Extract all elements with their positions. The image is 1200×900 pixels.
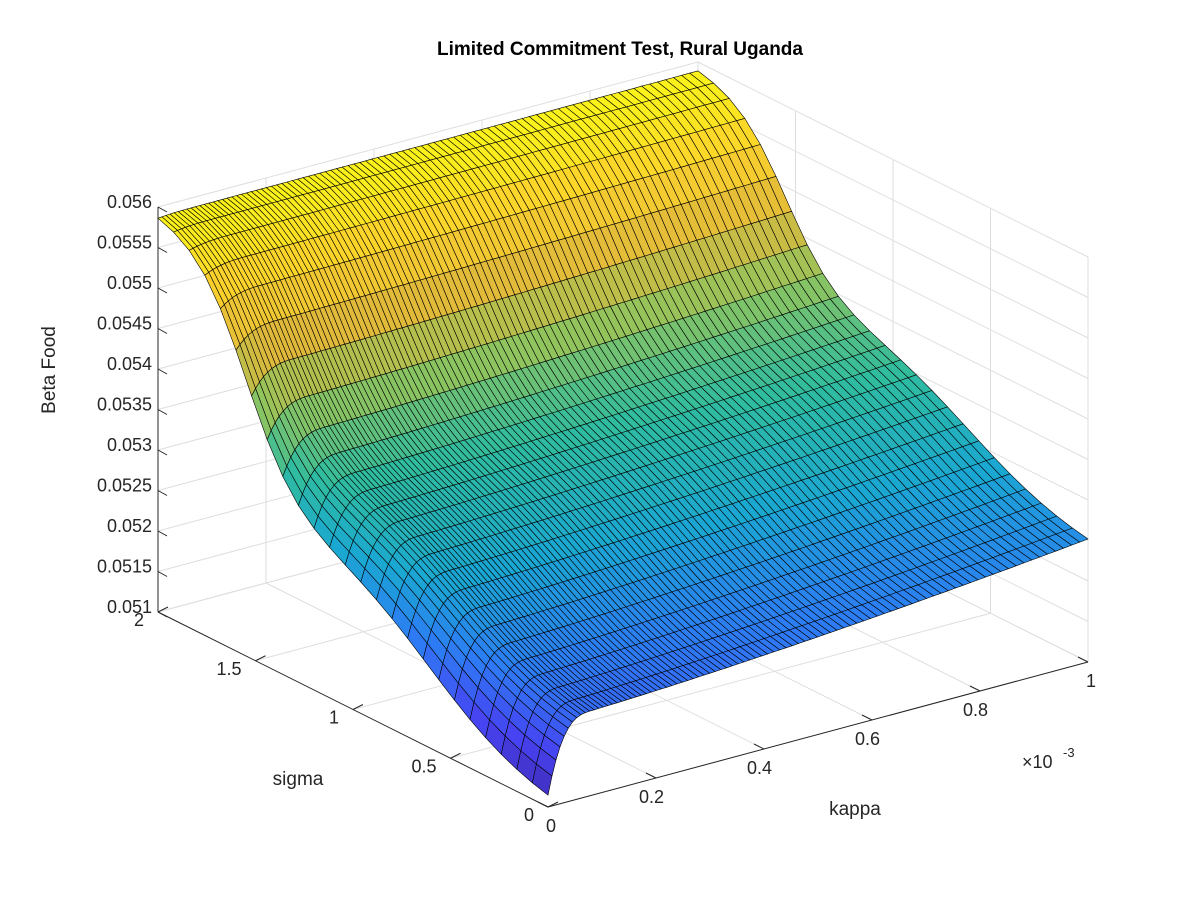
x-tick-mark	[645, 772, 657, 779]
z-tick-label: 0.056	[107, 192, 152, 212]
z-tick-label: 0.055	[107, 273, 152, 293]
z-tick-label: 0.054	[107, 354, 152, 374]
z-tick-mark	[157, 287, 168, 294]
y-tick-mark	[450, 752, 461, 759]
z-tick-label: 0.0545	[97, 314, 152, 334]
surface-layer	[157, 70, 1089, 796]
x-exponent-base: ×10	[1022, 752, 1053, 772]
x-tick-label: 0.8	[963, 700, 988, 720]
y-tick-label: 2	[134, 610, 144, 630]
x-tick-label: 0.6	[855, 729, 880, 749]
grid-line-side-z	[697, 102, 1089, 298]
y-tick-label: 0	[524, 805, 534, 825]
grid-line-side-z	[697, 61, 1089, 258]
y-tick-mark	[157, 606, 169, 613]
axis-layer: 0 0.2 0.4 0.6 0.8 1 0 0.5 1 1.5 20.051 0.0515 0.052 0…	[97, 192, 1096, 836]
x-axis-exponent: ×10 -3	[1022, 745, 1075, 772]
x-tick-label: 0.4	[747, 758, 772, 778]
grid-line-back-z	[157, 61, 699, 208]
z-tick-mark	[157, 328, 168, 334]
z-tick-label: 0.0555	[97, 233, 152, 253]
x-tick-label: 1	[1086, 671, 1096, 691]
y-tick-mark	[352, 704, 364, 710]
y-axis-label: sigma	[273, 769, 324, 790]
x-tick-mark	[969, 685, 981, 692]
chart-title: Limited Commitment Test, Rural Uganda	[437, 39, 803, 60]
z-tick-mark	[157, 449, 168, 456]
z-axis-label: Beta Food	[39, 326, 60, 414]
x-axis-label: kappa	[829, 799, 881, 820]
x-tick-mark	[753, 743, 765, 750]
x-tick-mark	[861, 714, 873, 721]
x-axis-line	[547, 661, 1089, 808]
z-tick-label: 0.053	[107, 435, 152, 455]
z-tick-mark	[157, 368, 168, 375]
surface-patch	[1063, 527, 1089, 543]
z-tick-mark	[157, 206, 168, 213]
z-tick-label: 0.051	[107, 597, 152, 617]
z-tick-label: 0.0525	[97, 476, 152, 496]
y-tick-label: 1.5	[216, 659, 241, 679]
y-tick-mark	[255, 655, 266, 662]
z-tick-mark	[157, 247, 168, 253]
z-tick-mark	[157, 611, 168, 618]
y-tick-label: 0.5	[411, 756, 436, 776]
z-tick-mark	[157, 490, 168, 496]
z-tick-mark	[157, 571, 168, 577]
z-tick-label: 0.0515	[97, 557, 152, 577]
x-tick-mark	[1077, 656, 1089, 663]
x-exponent-power: -3	[1063, 745, 1075, 760]
x-tick-mark	[537, 801, 549, 808]
z-tick-label: 0.0535	[97, 395, 152, 415]
x-tick-label: 0.2	[639, 787, 664, 807]
x-tick-label: 0	[546, 816, 556, 836]
z-tick-mark	[157, 409, 168, 415]
y-tick-label: 1	[329, 708, 339, 728]
z-tick-label: 0.052	[107, 516, 152, 536]
z-tick-mark	[157, 530, 168, 537]
y-tick-mark	[547, 801, 559, 808]
